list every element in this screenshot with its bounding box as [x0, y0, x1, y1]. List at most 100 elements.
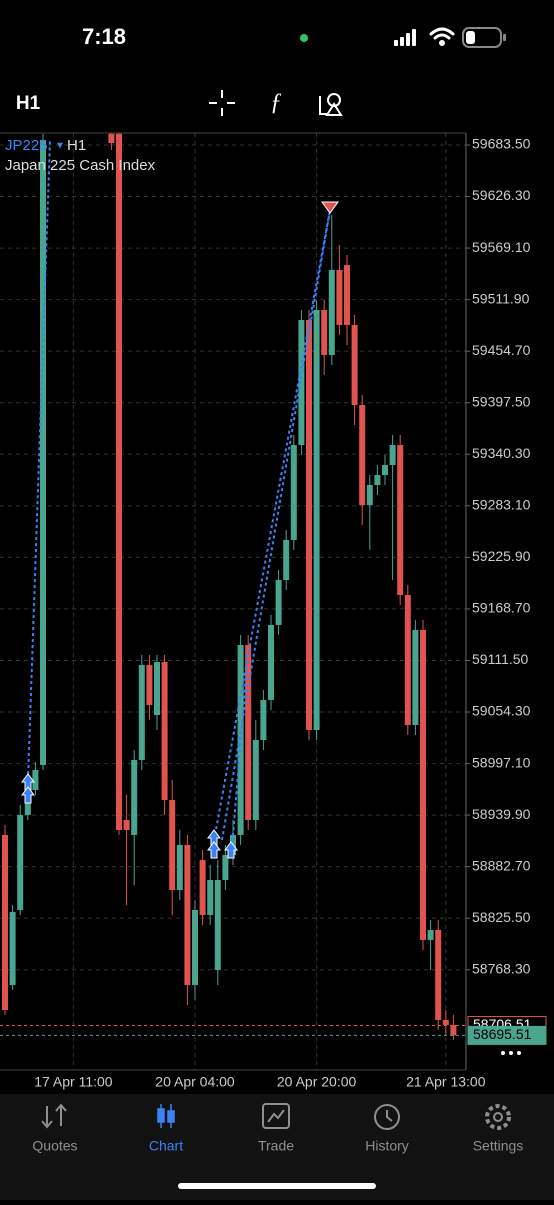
y-tick-label: 58997.10: [472, 754, 531, 770]
y-tick-label: 59397.50: [472, 393, 531, 409]
more-button[interactable]: [501, 1051, 521, 1055]
y-tick-label: 58939.90: [472, 806, 531, 822]
tab-icon: [157, 1104, 175, 1128]
y-tick-label: 59168.70: [472, 600, 531, 616]
candle-body: [306, 320, 312, 730]
candle-body: [283, 539, 290, 581]
x-tick-label: 21 Apr 13:00: [406, 1074, 486, 1090]
y-tick-label: 58768.30: [472, 960, 531, 976]
candle-body: [17, 814, 24, 910]
y-tick-label: 59626.30: [472, 187, 531, 203]
x-tick-label: 17 Apr 11:00: [34, 1074, 113, 1090]
candle-body: [207, 880, 214, 915]
candle-body: [161, 662, 168, 800]
battery-icon: [462, 27, 506, 48]
home-indicator: [178, 1183, 376, 1189]
candle-body: [245, 644, 252, 821]
candle-body: [275, 580, 282, 625]
symbol[interactable]: JP225: [5, 137, 48, 154]
candle-body: [192, 909, 198, 986]
timeframe-button[interactable]: H1: [16, 93, 41, 114]
candle-body: [222, 854, 229, 881]
candle-body: [32, 769, 39, 790]
candle-body: [313, 309, 320, 730]
candle-body: [2, 834, 8, 1010]
tab-label: Settings: [473, 1138, 524, 1154]
candle-body: [268, 624, 274, 700]
candle-body: [176, 844, 183, 891]
candle-body: [412, 630, 419, 726]
candle-body: [397, 445, 404, 595]
y-tick-label: 59283.10: [472, 497, 531, 513]
crosshair-button[interactable]: [209, 90, 235, 116]
tab-label: Chart: [149, 1138, 183, 1154]
candle-body: [427, 929, 434, 940]
wifi-icon: [429, 27, 455, 46]
tab-icon: [485, 1104, 511, 1130]
candle-body: [40, 140, 46, 766]
y-tick-label: 59569.10: [472, 239, 531, 255]
trade-markers: [21, 139, 339, 859]
candle-body: [382, 465, 388, 476]
candle-body: [351, 324, 358, 405]
candle-body: [366, 485, 373, 506]
candle-body: [389, 445, 396, 466]
y-tick-label: 59225.90: [472, 548, 531, 564]
candle-body: [450, 1024, 457, 1036]
tab[interactable]: Quotes: [32, 1103, 78, 1154]
y-tick-label: 59111.50: [472, 651, 529, 667]
candle-body: [214, 880, 221, 970]
candle-body: [252, 739, 259, 821]
candles: [2, 133, 457, 1040]
tabs: Quotes Chart Trade History Settings: [32, 1103, 524, 1154]
candle-body: [108, 133, 115, 144]
status-time: 7:18: [82, 24, 126, 49]
chart-timeframe: H1: [67, 137, 86, 154]
candle-body: [9, 912, 16, 986]
y-tick-label: 59683.50: [472, 136, 531, 152]
tab-label: Quotes: [32, 1138, 77, 1154]
tab[interactable]: Trade: [258, 1103, 294, 1154]
candle-body: [404, 594, 411, 726]
candle-body: [116, 133, 122, 831]
tab-bar: [0, 1094, 554, 1200]
symbol-dropdown[interactable]: ▼: [55, 141, 65, 152]
chart-title: Japan 225 Cash Index: [5, 157, 156, 174]
candle-body: [435, 929, 442, 1020]
candle-body: [321, 309, 328, 355]
candle-body: [336, 269, 343, 325]
candle-body: [344, 265, 350, 325]
candle-body: [138, 664, 145, 760]
candle-body: [169, 799, 176, 891]
y-tick-label: 59511.90: [472, 290, 530, 306]
objects-button[interactable]: [319, 93, 343, 116]
y-tick-label: 59054.30: [472, 703, 531, 719]
y-tick-label: 58882.70: [472, 857, 531, 873]
y-tick-label: 59454.70: [472, 342, 531, 358]
candle-body: [199, 860, 206, 915]
tab[interactable]: History: [365, 1104, 409, 1154]
candle-body: [184, 844, 191, 986]
candle-body: [442, 1019, 449, 1025]
tab-icon: [374, 1104, 400, 1130]
candle-body: [260, 699, 267, 740]
candle-body: [131, 759, 138, 835]
candle-body: [123, 820, 130, 831]
tab[interactable]: Chart: [149, 1104, 183, 1154]
candle-body: [328, 269, 335, 355]
candle-body: [420, 630, 426, 940]
x-tick-label: 20 Apr 20:00: [277, 1074, 357, 1090]
y-tick-label: 59340.30: [472, 445, 531, 461]
candle-body: [290, 445, 297, 540]
candle-body: [154, 662, 160, 716]
tab[interactable]: Settings: [473, 1104, 524, 1154]
candle-body: [359, 404, 366, 506]
candle-body: [374, 475, 381, 486]
y-tick-label: 58825.50: [472, 909, 531, 925]
signal-icon: [394, 29, 416, 46]
grid: [0, 133, 466, 1070]
indicators-button[interactable]: ƒ: [270, 90, 282, 116]
candle-body: [146, 664, 153, 706]
